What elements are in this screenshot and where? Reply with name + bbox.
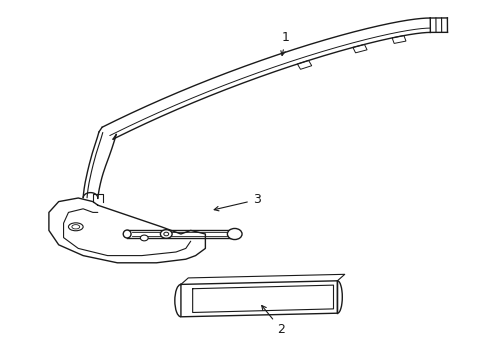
- Circle shape: [160, 230, 172, 238]
- Text: 2: 2: [261, 306, 285, 336]
- Ellipse shape: [227, 229, 242, 239]
- Circle shape: [140, 235, 148, 241]
- Ellipse shape: [68, 223, 83, 231]
- Circle shape: [163, 232, 168, 236]
- Text: 3: 3: [214, 193, 260, 211]
- Text: 1: 1: [280, 31, 289, 55]
- Ellipse shape: [72, 225, 80, 229]
- Ellipse shape: [123, 230, 131, 238]
